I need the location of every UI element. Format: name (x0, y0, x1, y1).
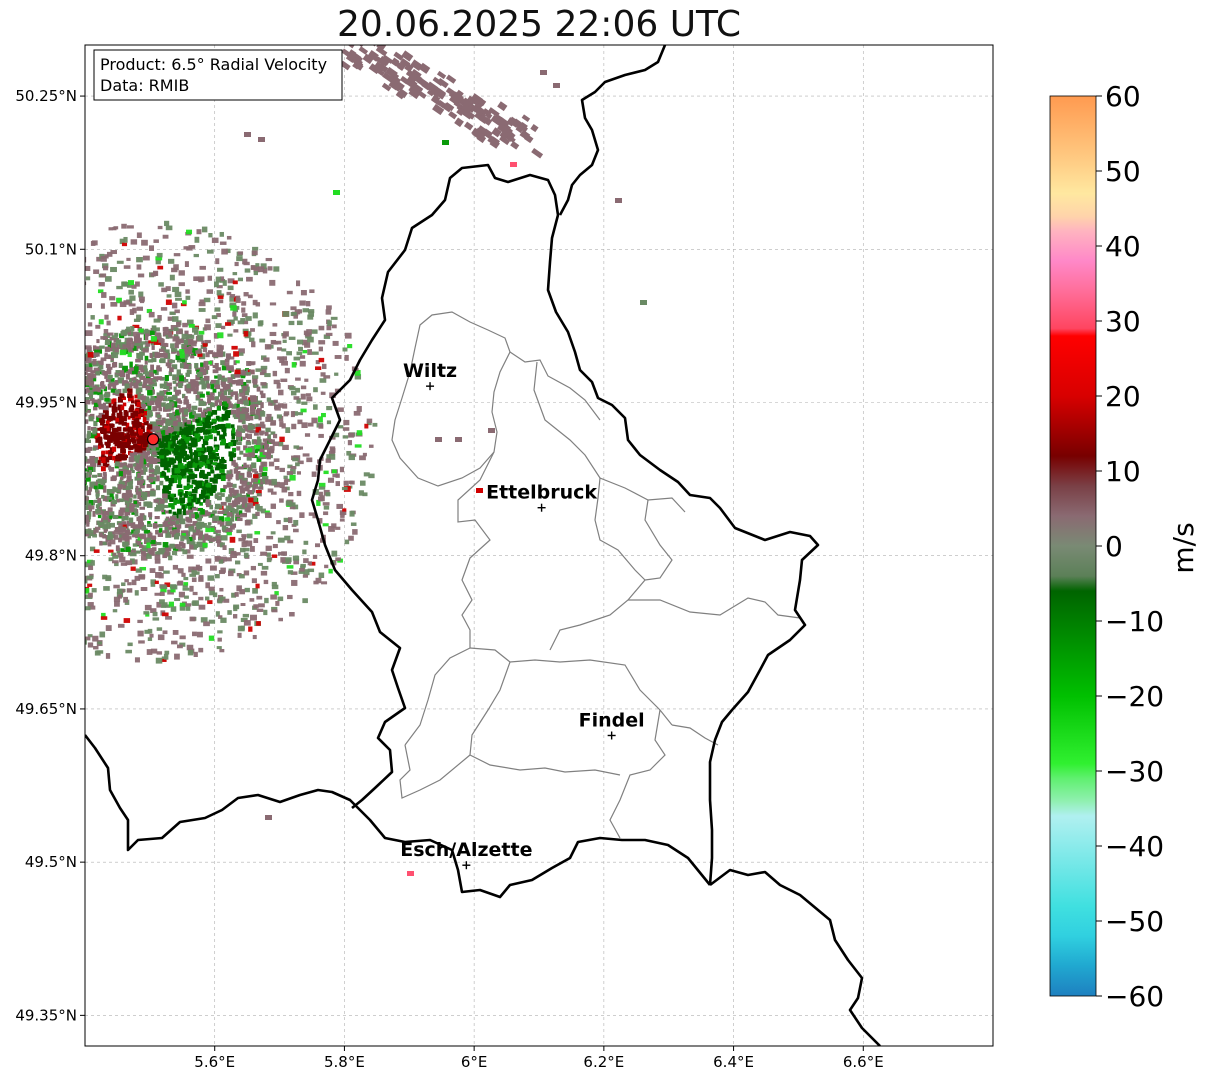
x-tick-label: 6.4°E (713, 1053, 754, 1071)
city-esch-alzette: Esch/Alzette (400, 839, 532, 870)
x-tick-label: 6°E (461, 1053, 488, 1071)
radar-site-marker (147, 433, 160, 446)
canton-line-luxembourg (469, 647, 673, 726)
y-tick-label: 49.5°N (25, 853, 77, 871)
canton-line-center (549, 477, 646, 651)
y-tick-label: 49.35°N (15, 1006, 77, 1024)
canton-line-inner (644, 499, 673, 581)
colorbar-tick-label: −40 (1105, 830, 1164, 863)
city-label: Wiltz (403, 360, 457, 382)
city-findel: Findel (579, 709, 645, 740)
colorbar-tick-label: −50 (1105, 905, 1164, 938)
city-label: Esch/Alzette (400, 839, 532, 861)
colorbar-tick-label: −20 (1105, 680, 1164, 713)
colorbar: 60 50 40 30 20 10 0 −10 −20 −30 −40 −50 −60 m/s (1049, 80, 1200, 1013)
colorbar-tick-label: 60 (1105, 80, 1141, 113)
colorbar-tick-label: 20 (1105, 380, 1141, 413)
colorbar-unit-label: m/s (1167, 522, 1200, 573)
colorbar-tick-label: −30 (1105, 755, 1164, 788)
colorbar-tick-label: −60 (1105, 980, 1164, 1013)
city-wiltz: Wiltz (403, 360, 457, 391)
germany-north-border (558, 45, 667, 216)
colorbar-tick-label: −10 (1105, 605, 1164, 638)
canton-line-remich (609, 709, 666, 839)
radar-echoes (85, 45, 647, 876)
country-borders (85, 45, 881, 1046)
canton-line-south (469, 754, 621, 776)
axis-ticks: 5.6°E 5.8°E 6°E 6.2°E 6.4°E 6.6°E 50.25°N 50.1°… (15, 87, 883, 1071)
x-tick-label: 5.6°E (194, 1053, 235, 1071)
colorbar-tick-label: 50 (1105, 155, 1141, 188)
colorbar-scale (1049, 95, 1097, 997)
france-border (85, 734, 712, 899)
map-frame (84, 44, 994, 1047)
x-tick-label: 6.6°E (843, 1053, 884, 1071)
colorbar-tick-label: 40 (1105, 230, 1141, 263)
canton-line-grevenmacher (628, 597, 801, 619)
y-tick-label: 50.25°N (15, 87, 77, 105)
map-area (85, 45, 993, 1046)
canton-line-east (533, 361, 686, 513)
city-markers: Wiltz Ettelbruck Findel Esch/Alzette (400, 360, 645, 870)
colorbar-tick-label: 10 (1105, 455, 1141, 488)
x-tick-label: 5.8°E (324, 1053, 365, 1071)
y-tick-label: 50.1°N (25, 240, 77, 258)
info-product: Product: 6.5° Radial Velocity (100, 55, 327, 74)
canton-line-west (457, 451, 495, 648)
canton-line-mersch (469, 661, 511, 756)
info-data-source: Data: RMIB (100, 76, 189, 95)
canton-boundaries (391, 311, 801, 839)
colorbar-ticks: 60 50 40 30 20 10 0 −10 −20 −30 −40 −50 −60 (1096, 80, 1164, 1013)
x-tick-label: 6.2°E (583, 1053, 624, 1071)
city-label: Ettelbruck (486, 482, 597, 504)
colorbar-tick-label: 30 (1105, 305, 1141, 338)
y-tick-label: 49.8°N (25, 547, 77, 565)
canton-line-capellen (404, 647, 471, 746)
city-ettelbruck: Ettelbruck (486, 482, 597, 512)
canton-line-moselle (671, 724, 719, 746)
colorbar-tick-label: 0 (1105, 530, 1123, 563)
city-label: Findel (579, 709, 645, 731)
saarland-border (709, 868, 881, 1046)
luxembourg-border (310, 163, 820, 886)
y-tick-label: 49.65°N (15, 700, 77, 718)
map-title: 20.06.2025 22:06 UTC (336, 4, 742, 45)
info-box: Product: 6.5° Radial Velocity Data: RMIB (93, 49, 343, 101)
canton-line-esch (399, 744, 471, 799)
canton-line-north (509, 351, 601, 421)
y-tick-label: 49.95°N (15, 394, 77, 412)
